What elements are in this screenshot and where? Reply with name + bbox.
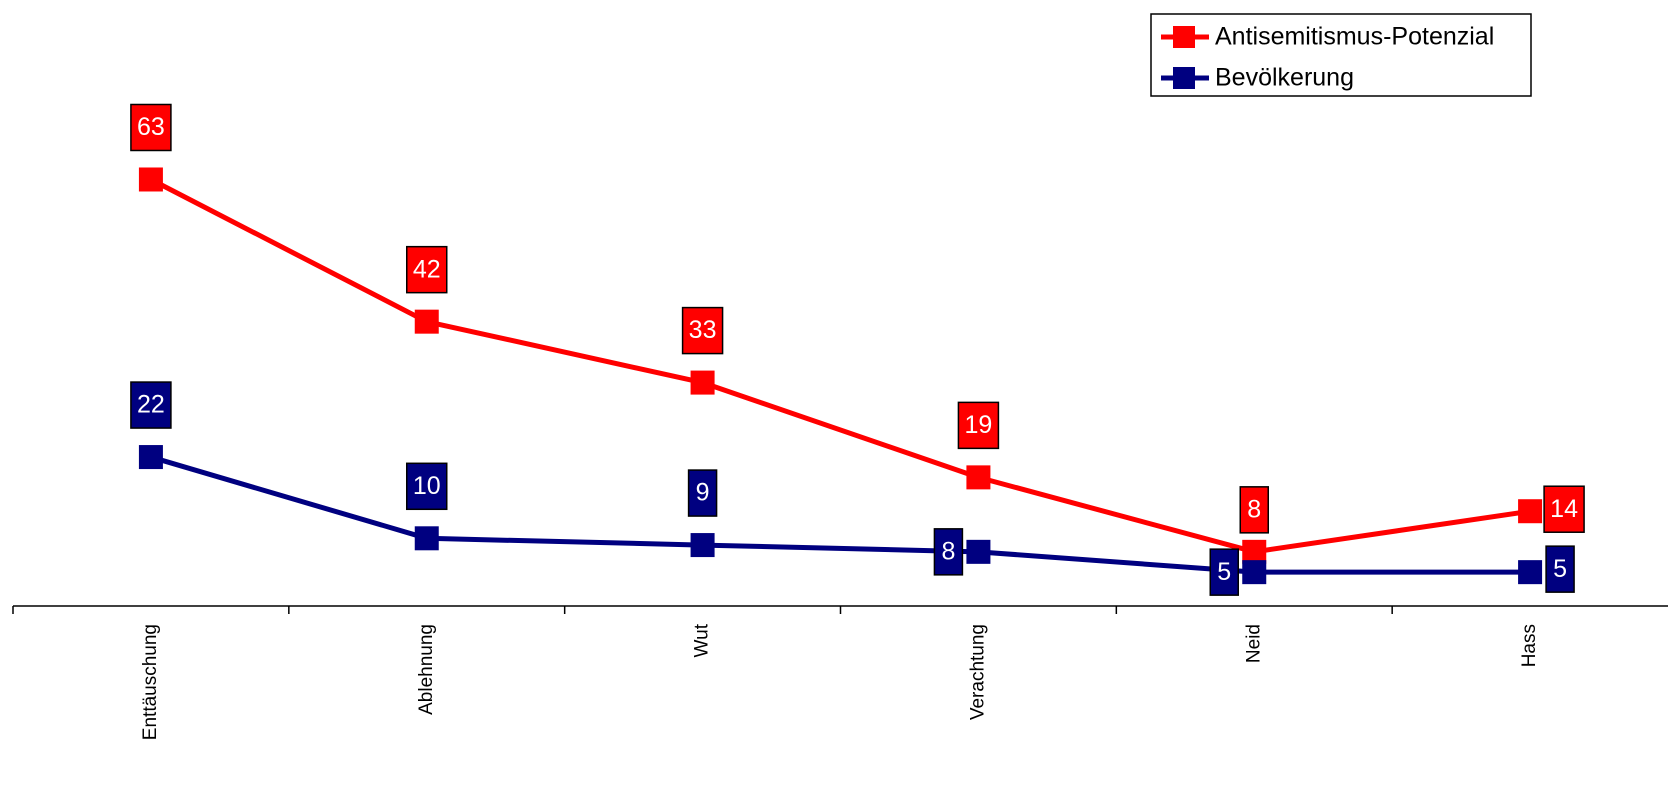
data-point <box>1518 499 1542 523</box>
legend-marker <box>1173 67 1195 89</box>
x-tick-label: Hass <box>1519 624 1540 667</box>
legend-label: Bevölkerung <box>1215 64 1354 92</box>
data-point <box>966 540 990 564</box>
data-label: 14 <box>1550 495 1578 523</box>
x-tick-label: Ablehnung <box>416 624 437 715</box>
data-label: 8 <box>941 537 955 565</box>
data-label: 9 <box>696 479 710 507</box>
data-label: 5 <box>1217 558 1231 586</box>
series-line <box>151 457 1530 572</box>
data-label: 19 <box>965 411 993 439</box>
legend: Antisemitismus-Potenzial Bevölkerung <box>1151 14 1531 96</box>
data-point <box>139 445 163 469</box>
x-tick-label: Enttäuschung <box>140 624 161 740</box>
x-tick-label: Neid <box>1243 624 1264 663</box>
data-point <box>1518 560 1542 584</box>
data-point <box>139 167 163 191</box>
data-label: 22 <box>137 391 165 419</box>
data-label: 42 <box>413 255 441 283</box>
data-point <box>415 526 439 550</box>
data-labels-1: 22 10 9 8 5 5 <box>131 382 1574 595</box>
data-label: 5 <box>1553 555 1567 583</box>
series-0 <box>139 167 1542 563</box>
data-labels-0: 63 42 33 19 8 14 <box>131 104 1584 532</box>
legend-label: Antisemitismus-Potenzial <box>1215 23 1494 51</box>
data-point <box>1242 560 1266 584</box>
data-point <box>966 465 990 489</box>
data-point <box>691 371 715 395</box>
data-label: 8 <box>1247 495 1261 523</box>
data-label: 33 <box>689 316 717 344</box>
legend-marker <box>1173 26 1195 48</box>
x-tick-label: Verachtung <box>967 624 988 720</box>
series-line <box>151 179 1530 551</box>
plot-area: 63 42 33 19 8 14 22 10 9 8 5 5 <box>131 104 1584 595</box>
x-axis: Enttäuschung Ablehnung Wut Verachtung Neid Ha… <box>13 606 1668 740</box>
data-point <box>415 310 439 334</box>
x-tick-label: Wut <box>692 623 713 657</box>
data-point <box>691 533 715 557</box>
series-1 <box>139 445 1542 584</box>
data-label: 63 <box>137 113 165 141</box>
data-label: 10 <box>413 472 441 500</box>
